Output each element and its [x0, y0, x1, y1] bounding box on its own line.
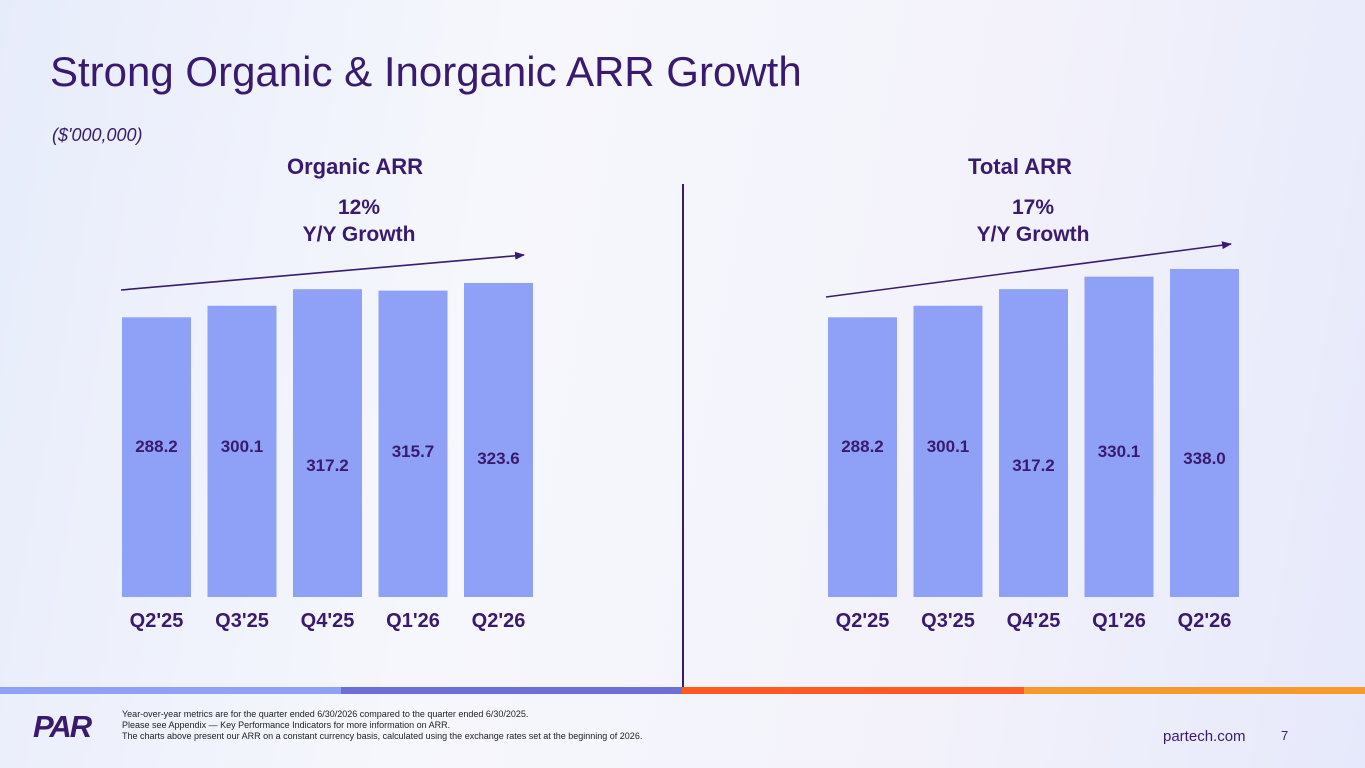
organic-growth-label: Y/Y Growth — [302, 223, 416, 246]
organic-bar — [293, 289, 362, 597]
total-bar — [999, 289, 1068, 597]
organic-category-label: Q2'26 — [472, 610, 526, 632]
total-category-label: Q2'26 — [1178, 610, 1232, 632]
organic-value-label: 323.6 — [477, 449, 520, 468]
total-value-label: 300.1 — [927, 437, 970, 456]
total-growth-arrow — [825, 241, 1232, 298]
organic-category-label: Q4'25 — [301, 610, 355, 632]
footnotes: Year-over-year metrics are for the quart… — [122, 709, 642, 742]
organic-category-label: Q3'25 — [215, 610, 269, 632]
total-chart-title: Total ARR — [968, 154, 1072, 179]
organic-bar — [207, 305, 277, 597]
total-category-label: Q3'25 — [921, 610, 975, 632]
organic-bar — [378, 290, 448, 597]
total-bar — [1170, 268, 1239, 597]
total-value-label: 288.2 — [841, 437, 884, 456]
organic-growth-arrow — [120, 251, 525, 291]
website-link[interactable]: partech.com — [1163, 728, 1246, 745]
total-value-label: 338.0 — [1183, 449, 1226, 468]
organic-value-label: 300.1 — [221, 437, 264, 456]
total-growth-annotation: 17% Y/Y Growth — [977, 194, 1090, 248]
total-bar — [913, 305, 983, 597]
organic-value-label: 317.2 — [306, 456, 349, 475]
footer-stripe-indigo — [341, 687, 682, 694]
total-category-label: Q2'25 — [836, 610, 890, 632]
organic-category-label: Q2'25 — [130, 610, 184, 632]
footer-stripe-amber — [1024, 687, 1365, 694]
footnote-line: Please see Appendix — Key Performance In… — [122, 720, 451, 730]
footnote-line: The charts above present our ARR on a co… — [122, 731, 643, 741]
total-bar — [828, 317, 897, 597]
organic-bar — [464, 282, 533, 597]
organic-growth-annotation: 12% Y/Y Growth — [303, 194, 416, 248]
page-number: 7 — [1281, 728, 1289, 743]
total-bar — [1084, 276, 1154, 597]
organic-chart-title: Organic ARR — [286, 154, 424, 179]
units-label: ($'000,000) — [52, 125, 143, 145]
total-category-label: Q4'25 — [1007, 610, 1061, 632]
footnote-line: Year-over-year metrics are for the quart… — [122, 709, 529, 719]
organic-category-label: Q1'26 — [386, 610, 440, 632]
organic-growth-value: 12% — [337, 196, 381, 219]
page-title: Strong Organic & Inorganic ARR Growth — [50, 48, 802, 95]
chart-divider — [682, 184, 684, 688]
par-logo: PAR — [33, 709, 95, 741]
total-value-label: 330.1 — [1098, 442, 1141, 461]
total-growth-label: Y/Y Growth — [976, 223, 1090, 246]
organic-value-label: 315.7 — [392, 442, 435, 461]
total-growth-value: 17% — [1011, 196, 1055, 219]
footer-stripe-light-blue — [0, 687, 341, 694]
total-value-label: 317.2 — [1012, 456, 1055, 475]
footer-stripe-orange — [682, 687, 1024, 694]
par-logo-text: PAR — [33, 709, 93, 741]
organic-value-label: 288.2 — [135, 437, 178, 456]
organic-bar — [122, 317, 191, 597]
total-category-label: Q1'26 — [1092, 610, 1146, 632]
